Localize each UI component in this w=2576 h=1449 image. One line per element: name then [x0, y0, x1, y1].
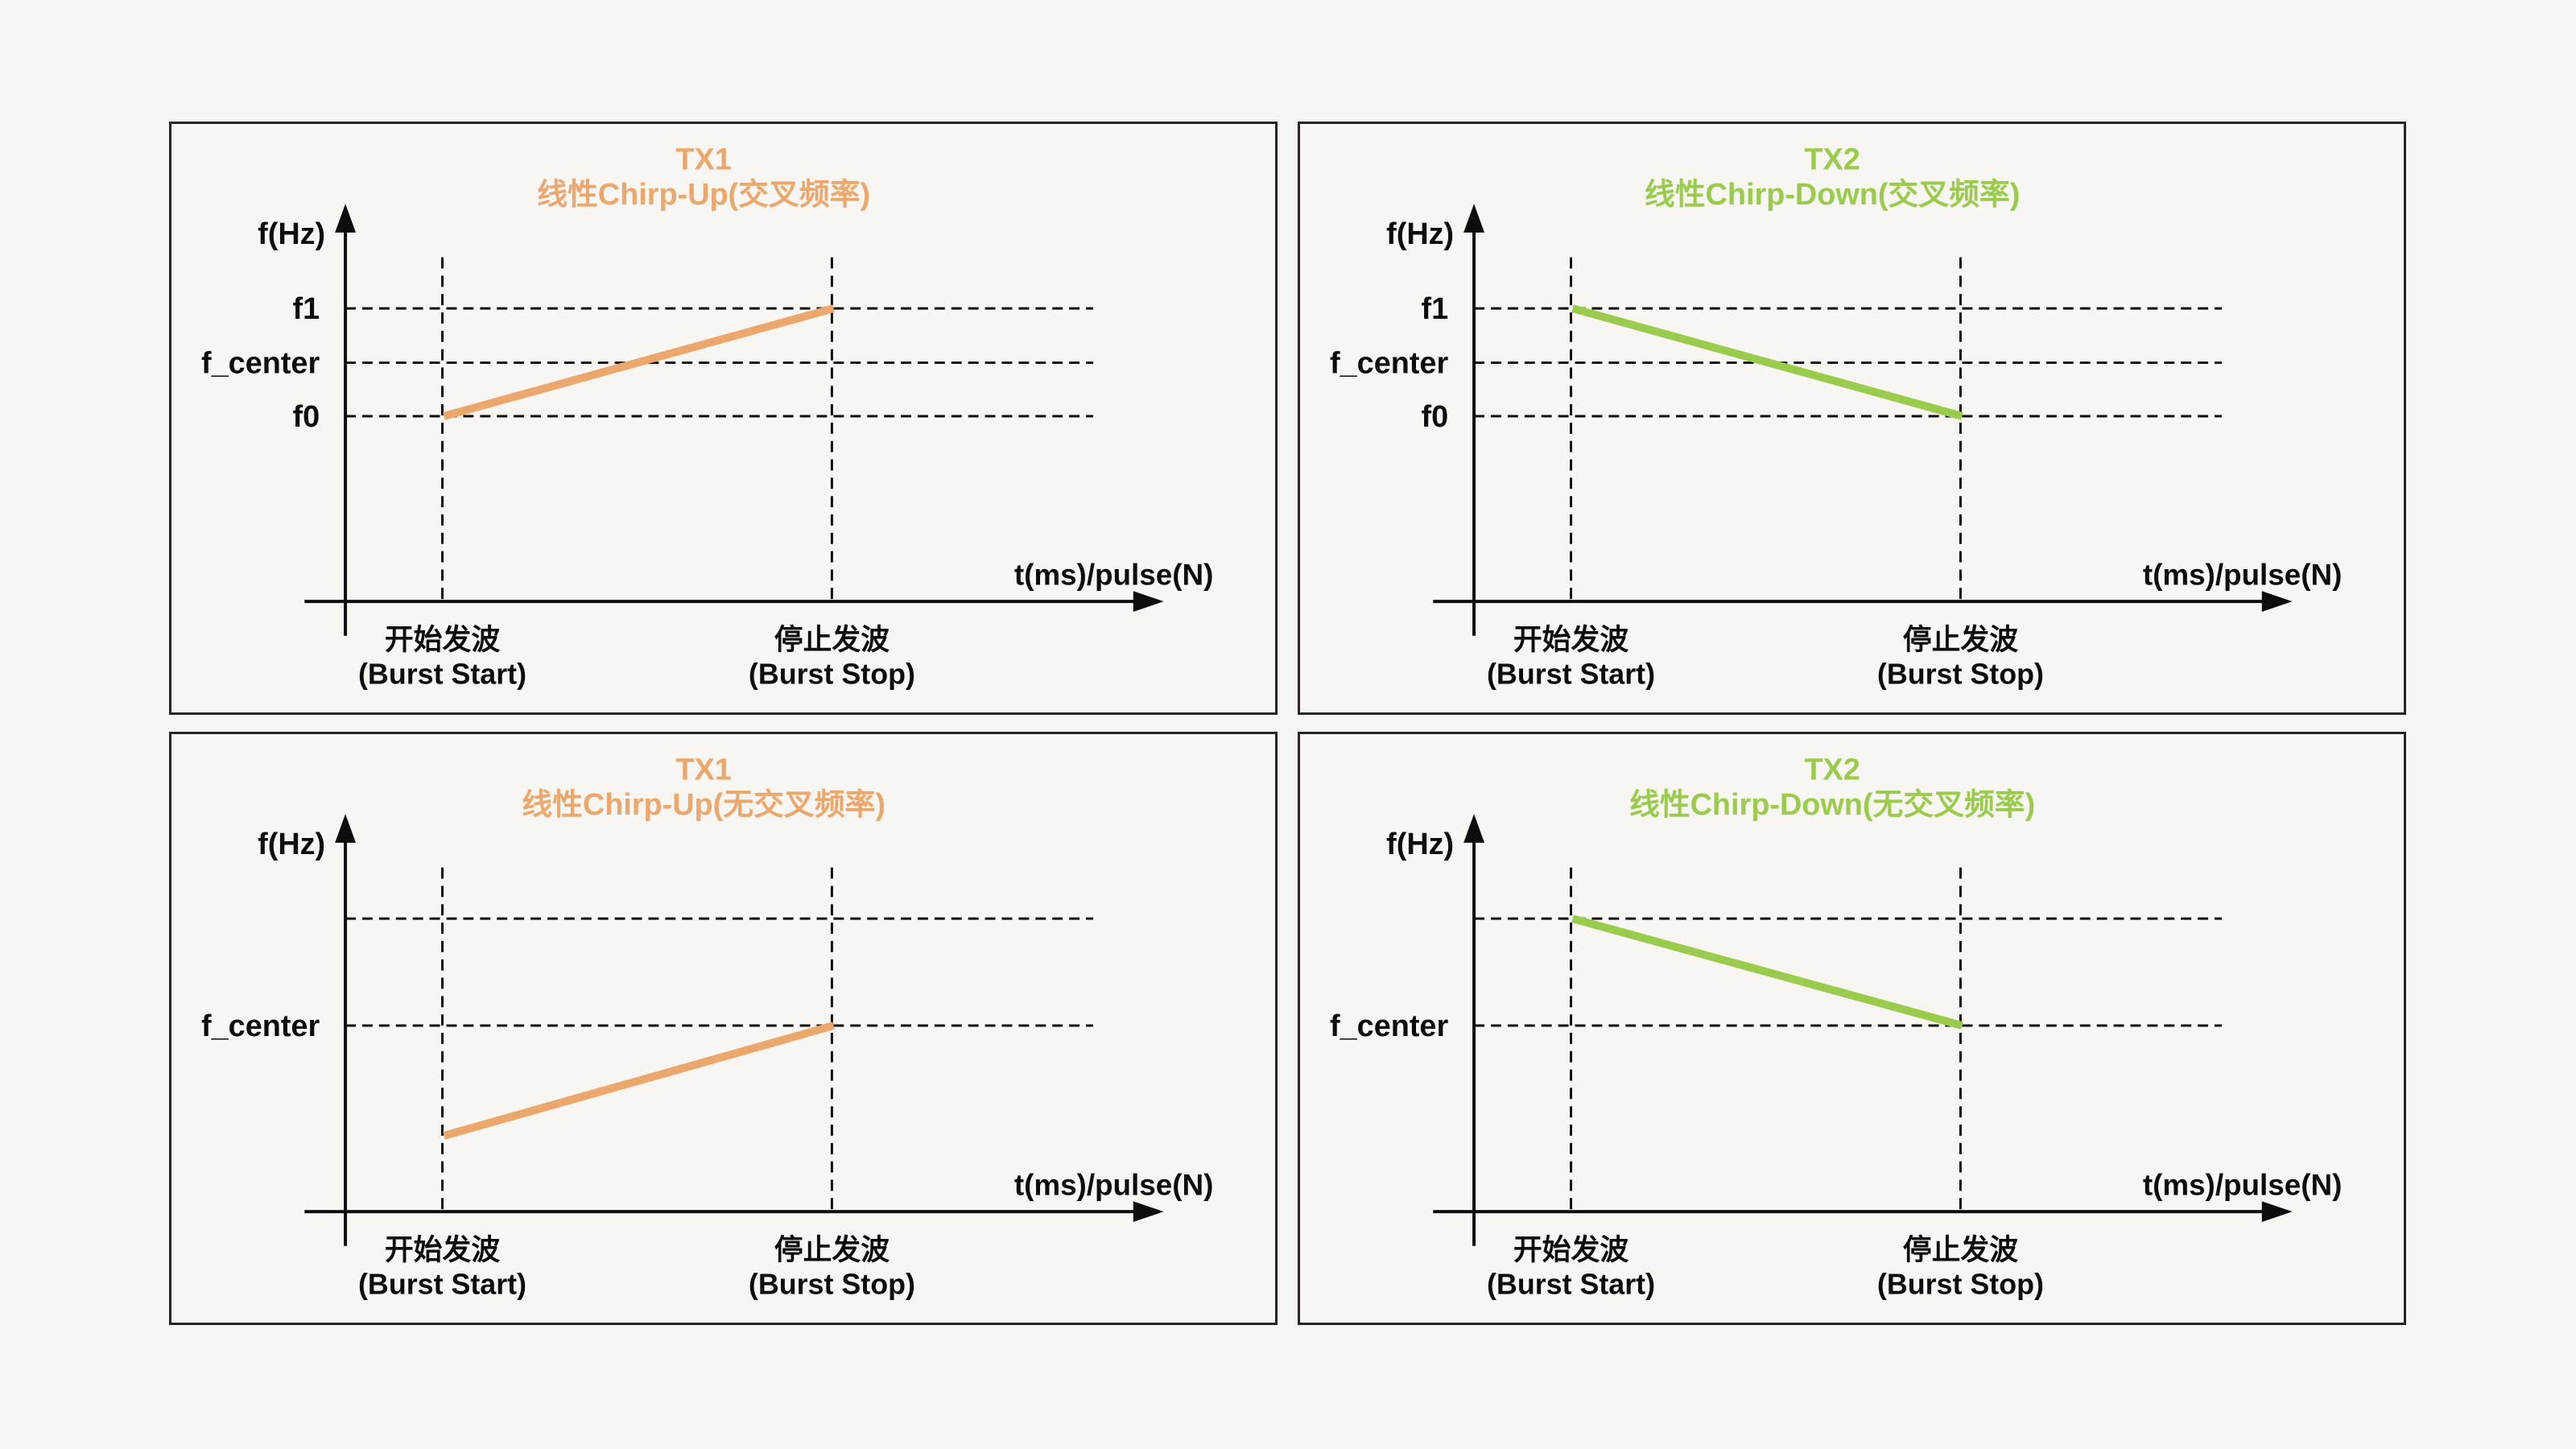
panel-tx1-chirp-up-no-crossing: f_center TX1 线性Chirp-Up(无交叉频率) f(Hz) t(ms)/p…	[169, 732, 1278, 1325]
freq-label: f0	[1422, 400, 1449, 434]
chirp-line	[1571, 914, 1963, 1030]
x-axis-label: t(ms)/pulse(N)	[2143, 558, 2343, 591]
panel-title: TX1	[675, 753, 731, 787]
panel-title: TX2	[1804, 753, 1860, 787]
freq-label: f_center	[1330, 1009, 1448, 1043]
burst-tick-label-cn: 开始发波	[385, 1234, 501, 1266]
x-axis-label: t(ms)/pulse(N)	[1014, 558, 1214, 591]
x-axis-arrow-icon	[1133, 591, 1164, 613]
panel-subtitle: 线性Chirp-Up(交叉频率)	[537, 177, 870, 212]
y-axis-arrow-icon	[335, 204, 356, 233]
freq-label: f1	[293, 292, 320, 326]
panel-tx2-chirp-down-no-crossing: f_center TX2 线性Chirp-Down(无交叉频率) f(Hz) t(ms)…	[1298, 732, 2406, 1325]
x-axis-arrow-icon	[2261, 1201, 2293, 1223]
freq-label: f_center	[201, 347, 320, 381]
panel-tx2-chirp-down-crossing: f1 f_center f0 TX2 线性Chirp-Down(交叉频率) f(Hz) t(…	[1298, 122, 2406, 715]
chirp-line	[443, 1022, 835, 1140]
x-axis-label: t(ms)/pulse(N)	[2143, 1168, 2343, 1201]
y-axis-label: f(Hz)	[258, 828, 325, 861]
y-axis-label: f(Hz)	[1386, 217, 1454, 251]
burst-tick-label-en: (Burst Start)	[1487, 1268, 1655, 1300]
y-axis-label: f(Hz)	[1386, 828, 1454, 861]
freq-label: f_center	[201, 1009, 320, 1043]
x-axis-label: t(ms)/pulse(N)	[1014, 1168, 1214, 1201]
y-axis-arrow-icon	[1463, 814, 1484, 843]
y-axis-arrow-icon	[335, 814, 356, 843]
burst-tick-label-cn: 开始发波	[385, 624, 501, 656]
burst-tick-label-en: (Burst Stop)	[749, 658, 915, 690]
burst-tick-label-cn: 停止发波	[1903, 1234, 2019, 1266]
freq-label: f_center	[1330, 347, 1448, 381]
burst-tick-label-cn: 开始发波	[1513, 624, 1629, 656]
y-axis-arrow-icon	[1463, 204, 1484, 233]
burst-tick-label-en: (Burst Start)	[358, 658, 526, 690]
freq-label: f0	[293, 400, 320, 434]
burst-tick-label-en: (Burst Stop)	[1877, 1268, 2044, 1300]
panel-tx1-chirp-up-crossing: f1 f_center f0 TX1 线性Chirp-Up(交叉频率) f(Hz) t(ms…	[169, 122, 1278, 715]
burst-tick-label-cn: 开始发波	[1513, 1234, 1629, 1266]
chirp-line	[443, 304, 835, 420]
panel-subtitle: 线性Chirp-Down(无交叉频率)	[1629, 787, 2035, 822]
burst-tick-label-cn: 停止发波	[774, 1234, 890, 1266]
panel-title: TX2	[1804, 143, 1860, 177]
panel-subtitle: 线性Chirp-Up(无交叉频率)	[522, 787, 886, 822]
chirp-line	[1571, 304, 1963, 420]
freq-label: f1	[1422, 292, 1449, 326]
burst-tick-label-en: (Burst Start)	[358, 1268, 526, 1300]
burst-tick-label-en: (Burst Stop)	[1877, 658, 2044, 690]
panel-title: TX1	[675, 143, 731, 177]
burst-tick-label-en: (Burst Start)	[1487, 658, 1655, 690]
x-axis-arrow-icon	[1133, 1201, 1164, 1223]
y-axis-label: f(Hz)	[258, 217, 325, 251]
burst-tick-label-en: (Burst Stop)	[749, 1268, 915, 1300]
x-axis-arrow-icon	[2261, 591, 2293, 613]
burst-tick-label-cn: 停止发波	[1903, 624, 2019, 656]
panel-subtitle: 线性Chirp-Down(交叉频率)	[1645, 177, 2020, 212]
burst-tick-label-cn: 停止发波	[774, 624, 890, 656]
